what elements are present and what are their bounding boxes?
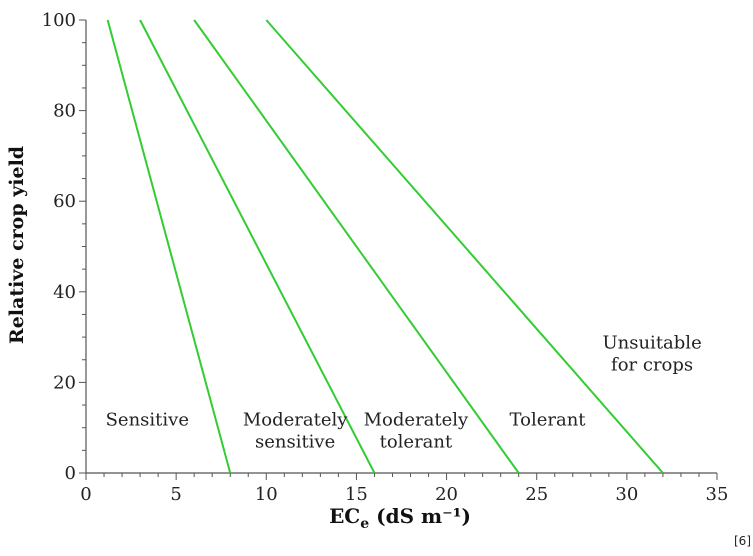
region-label-3: Moderately tolerant: [364, 409, 469, 452]
x-tick-label: 0: [80, 484, 91, 505]
series-lines: [106, 19, 664, 474]
x-tick-label: 35: [706, 484, 729, 505]
x-tick-label: 5: [170, 484, 181, 505]
y-tick-label: 100: [42, 10, 76, 31]
x-axis-title-units: (dS m⁻¹): [369, 504, 471, 528]
axes: 0 5 10 15 20 25 30 35 0 20 40 60 80 100: [42, 10, 729, 505]
citation: [6]: [734, 534, 751, 548]
y-tick-label: 20: [53, 372, 76, 393]
y-tick-label: 0: [65, 463, 76, 484]
x-tick-label: 20: [435, 484, 458, 505]
series-line-1: [106, 19, 232, 474]
x-tick-label: 15: [345, 484, 368, 505]
y-tick-label: 40: [53, 282, 76, 303]
series-line-4: [265, 19, 664, 474]
y-tick-label: 80: [53, 101, 76, 122]
x-tick-label: 10: [255, 484, 278, 505]
x-axis-title-main: EC: [329, 504, 360, 528]
x-axis-title-subscript: e: [360, 516, 369, 532]
region-label-4: Tolerant: [510, 409, 587, 430]
x-tick-label: 30: [615, 484, 638, 505]
region-label-5: Unsuitable for crops: [602, 332, 701, 375]
series-line-3: [193, 19, 520, 474]
y-axis-title: Relative crop yield: [6, 146, 28, 344]
series-line-2: [139, 19, 376, 474]
y-tick-label: 60: [53, 191, 76, 212]
region-label-1: Sensitive: [106, 409, 189, 430]
x-axis-title: ECe (dS m⁻¹): [329, 504, 471, 532]
region-labels: Sensitive Moderately sensitive Moderately to…: [106, 332, 702, 452]
x-tick-label: 25: [525, 484, 548, 505]
region-label-2: Moderately sensitive: [243, 409, 348, 452]
